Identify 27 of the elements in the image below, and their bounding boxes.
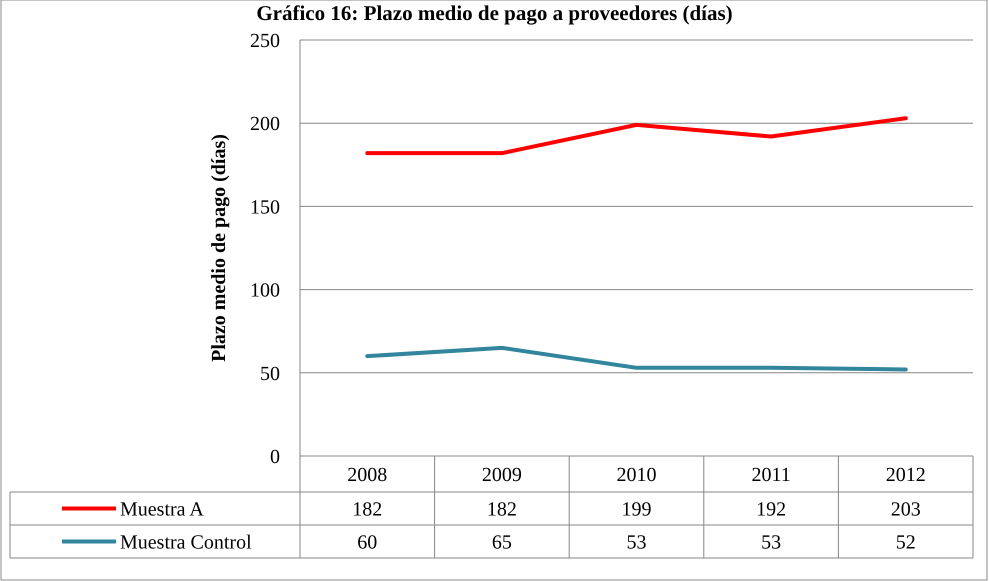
y-tick-label: 50 [260, 362, 280, 385]
chart-title: Gráfico 16: Plazo medio de pago a proveedores (días) [256, 1, 733, 25]
y-tick-label: 0 [270, 446, 280, 468]
legend-label: Muestra Control [120, 532, 252, 554]
data-label: 182 [486, 498, 517, 520]
line-series [365, 346, 908, 372]
y-tick-label: 200 [250, 113, 280, 136]
data-label: 65 [492, 532, 512, 554]
legend-label: Muestra A [120, 498, 204, 520]
x-tick-label: 2012 [886, 464, 926, 486]
y-tick-label: 100 [250, 280, 280, 302]
x-tick-label: 2010 [616, 464, 656, 486]
y-tick-label: 250 [250, 30, 280, 52]
x-tick-label: 2008 [347, 464, 388, 486]
data-label: 53 [761, 532, 782, 554]
y-tick-label: 150 [250, 196, 280, 218]
line-series [365, 116, 908, 156]
data-label: 192 [756, 498, 786, 520]
data-label: 203 [890, 498, 921, 520]
data-label: 199 [622, 498, 652, 520]
data-label: 60 [357, 532, 378, 554]
x-tick-label: 2011 [751, 464, 791, 486]
data-label: 182 [352, 498, 382, 520]
x-tick-label: 2009 [482, 464, 522, 486]
y-axis-title: Plazo medio de pago (días) [208, 134, 230, 362]
data-label: 52 [896, 532, 916, 554]
data-label: 53 [626, 532, 646, 554]
